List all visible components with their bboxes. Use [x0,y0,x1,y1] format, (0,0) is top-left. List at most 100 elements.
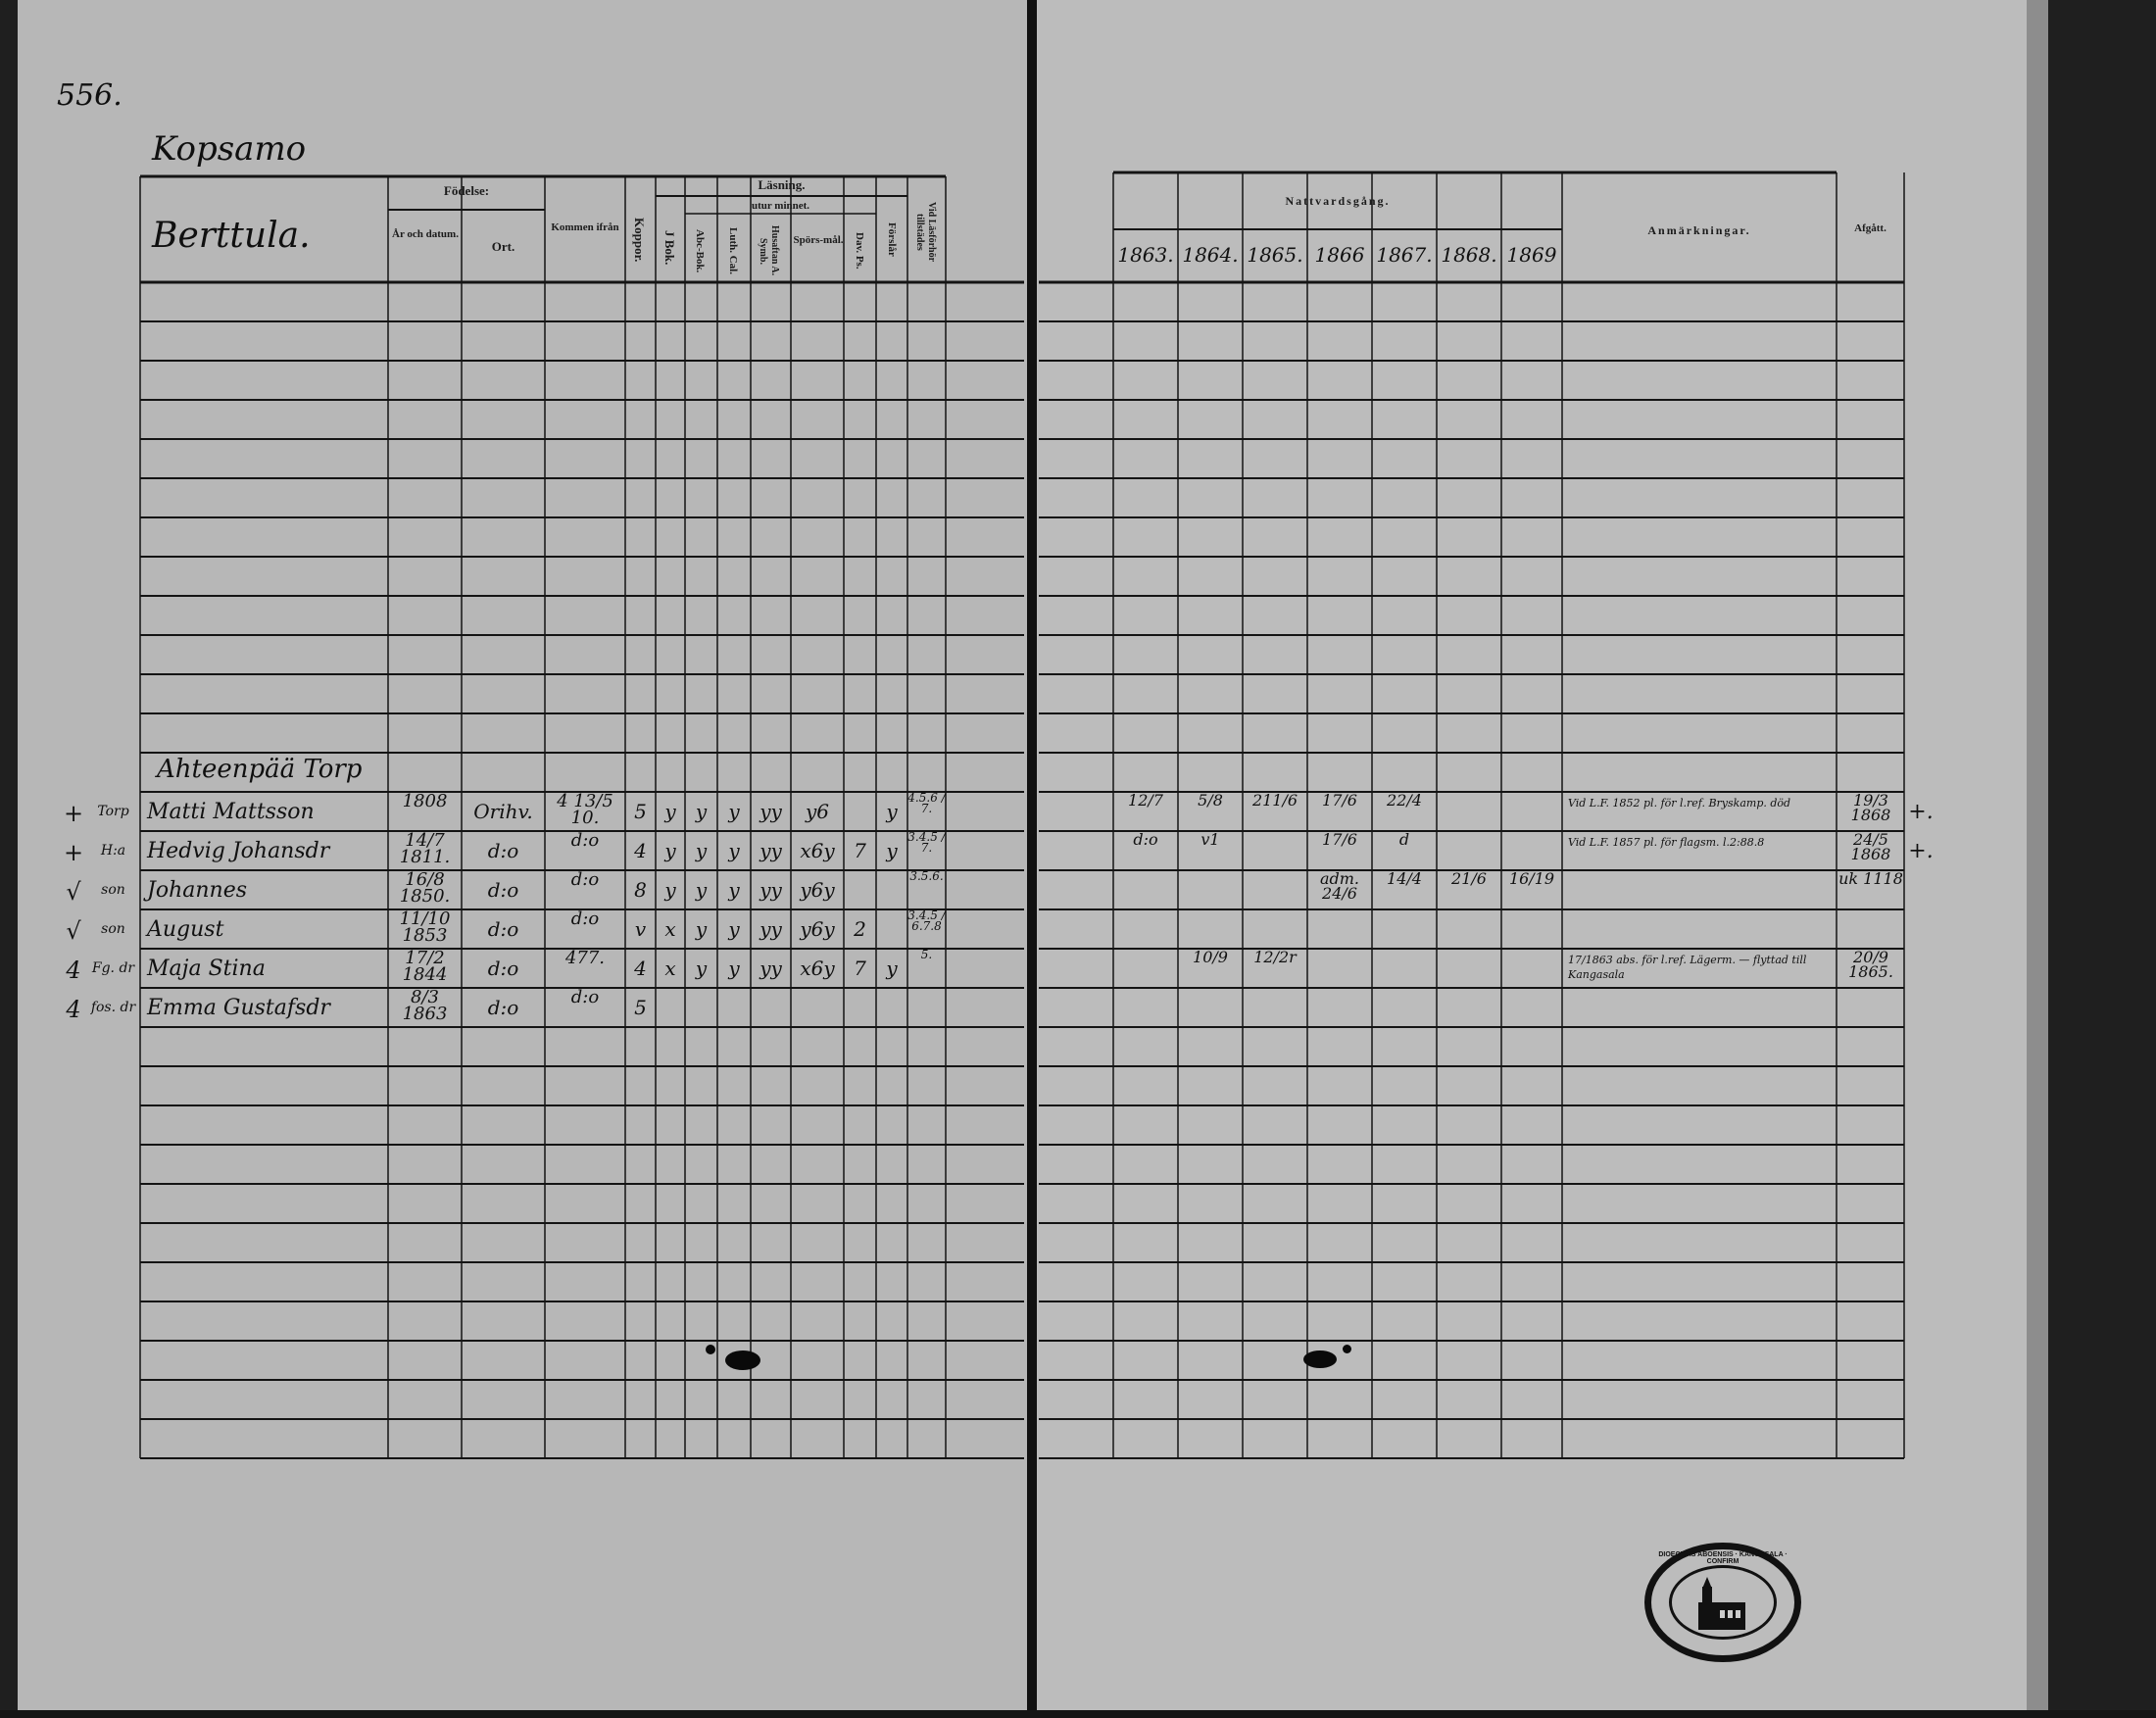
communion-date: 12/2r [1253,948,1297,966]
header-utur-minnet: utur minnet. [751,200,810,212]
household-heading: Ahteenpää Torp [157,755,363,784]
entry-name: Hedvig Johansdr [147,839,330,863]
entry-koppor: 8 [634,878,647,902]
village-name: Kopsamo [152,129,307,169]
departure-date: uk 1118 [1838,869,1903,888]
entry-birth-date: 1808 [402,791,448,811]
entry-from: d:o [570,987,600,1007]
entry-husaftan: yy [760,957,782,980]
header-ort: Ort. [491,239,515,254]
entry-husaftan: yy [760,878,782,902]
header-nattvardsgang: Nattvardsgång. [1285,194,1391,208]
header-forslar: Förslår [886,221,898,257]
page-number: 556. [57,78,122,113]
entry-abc: y [695,839,708,862]
entry-j-bok: x [664,917,676,941]
entry-vid: 3.5.6. [909,869,944,883]
departure-date: 24/5 1868 [1850,830,1891,863]
communion-date: 5/8 [1198,791,1223,810]
entry-husaftan: yy [760,800,782,823]
entry-name: August [147,917,224,942]
year-header: 1863. [1117,243,1174,267]
entry-vid: 3.4.5 / 6.7.8 [907,908,946,933]
ink-blot [1303,1350,1337,1368]
entry-husaftan: yy [760,839,782,862]
communion-date: 14/4 [1387,869,1422,888]
year-header: 1869 [1506,243,1557,267]
entry-from: d:o [570,830,600,851]
entry-husaftan: yy [760,917,782,941]
communion-date: 17/6 [1322,791,1357,810]
church-icon [1698,1577,1745,1630]
entry-mark: √ [66,917,81,945]
entry-sporsmal: x6y [800,957,835,980]
entry-koppor: 4 [634,957,647,980]
entry-mark: + [63,839,84,866]
entry-koppor: 5 [634,800,647,823]
farm-name: Berttula. [152,216,311,256]
header-vid-lasforhor: Vid Läsförhör tillstädes [914,202,937,263]
entry-birth-place: Orihv. [473,800,533,823]
entry-luth: y [728,839,740,862]
entry-mark: 4 [66,996,81,1023]
header-sporsmal: Spörs-mål. [793,234,844,246]
header-fodelse: Födelse: [443,183,490,198]
entry-birth-place: d:o [487,917,519,941]
header-luth: Luth. Cal. [727,227,739,274]
header-husaftan: Husaftan A. Symb. [758,225,780,276]
diocese-stamp: DIOECESIS ABOENSIS · KANGASALA · CONFIRM [1644,1543,1801,1662]
entry-vid: 3.4.5 / 7. [907,830,946,855]
year-header: 1866 [1314,243,1365,267]
entry-forslar: y [886,957,898,980]
entry-role: Fg. dr [91,960,135,976]
entry-j-bok: y [664,839,676,862]
remark: Vid L.F. 1857 pl. för flagsm. l.2:88.8 [1568,836,1765,849]
entry-vid: 5. [920,948,933,961]
right-page [1035,0,2034,1710]
year-header: 1865. [1247,243,1303,267]
communion-date: 12/7 [1128,791,1163,810]
remark: Vid L.F. 1852 pl. för l.ref. Bryskamp. d… [1568,797,1791,810]
ink-blot [725,1350,760,1370]
entry-dav: 2 [854,917,866,941]
entry-koppor: 4 [634,839,647,862]
entry-dav: 7 [854,957,866,980]
year-header: 1868. [1441,243,1497,267]
entry-abc: y [695,917,708,941]
departure-mark: +. [1908,839,1934,863]
communion-date: 21/6 [1451,869,1487,888]
entry-birth-place: d:o [487,996,519,1019]
remark: 17/1863 abs. för l.ref. Lägerm. — flytta… [1568,954,1807,981]
entry-role: son [101,882,125,898]
entry-sporsmal: y6y [800,917,835,941]
entry-forslar: y [886,800,898,823]
departure-mark: +. [1908,800,1934,824]
entry-luth: y [728,878,740,902]
entry-name: Johannes [147,878,247,903]
header-abc: Abc-Bok. [694,228,706,273]
header-kommen: Kommen ifrån [551,221,619,233]
entry-birth-place: d:o [487,957,519,980]
entry-vid: 4.5.6 / 7. [907,791,946,815]
year-header: 1864. [1182,243,1239,267]
header-dav: Dav. Ps. [854,232,865,270]
entry-role: H:a [100,843,126,859]
communion-date: d [1398,830,1410,849]
departure-date: 19/3 1868 [1850,791,1891,824]
entry-dav: 7 [854,839,866,862]
entry-abc: y [695,800,708,823]
header-afgatt: Afgått. [1854,222,1886,234]
communion-date: v1 [1200,830,1220,849]
communion-date: 10/9 [1193,948,1228,966]
page-edge [2027,0,2048,1710]
entry-from: 4 13/5 10. [557,791,613,828]
entry-koppor: 5 [634,996,647,1019]
entry-mark: √ [66,878,81,906]
entry-koppor: v [634,917,647,941]
entry-birth-place: d:o [487,878,519,902]
entry-mark: + [63,800,84,827]
bottom-shadow [0,1710,2156,1718]
entry-birth-date: 11/10 1853 [399,908,451,946]
entry-sporsmal: y6 [805,800,830,823]
